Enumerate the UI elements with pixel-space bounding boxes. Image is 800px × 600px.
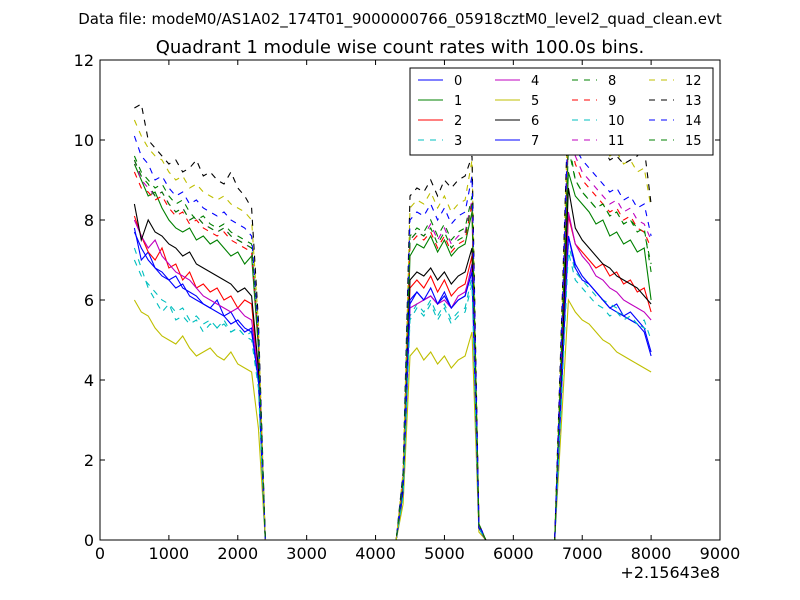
x-tick-label-6000: 6000 — [493, 544, 534, 563]
series-line-10 — [133, 251, 652, 541]
legend-label-5: 5 — [531, 94, 539, 109]
series-line-5 — [133, 298, 652, 541]
x-tick-label-9000: 9000 — [700, 544, 741, 563]
y-tick-label-0: 0 — [84, 531, 94, 550]
x-tick-label-7000: 7000 — [562, 544, 603, 563]
series-line-11 — [133, 119, 652, 541]
y-tick-label-10: 10 — [74, 131, 94, 150]
x-tick-label-2000: 2000 — [217, 544, 258, 563]
series-line-8 — [133, 139, 652, 541]
y-tick-label-2: 2 — [84, 451, 94, 470]
legend-label-2: 2 — [454, 114, 462, 129]
x-tick-label-0: 0 — [95, 544, 105, 563]
y-tick-label-4: 4 — [84, 371, 94, 390]
legend-label-7: 7 — [531, 134, 539, 149]
legend-label-6: 6 — [531, 114, 539, 129]
legend-label-12: 12 — [685, 74, 702, 89]
series-line-12 — [133, 99, 652, 541]
ticks-layer: 0 1000 2000 3000 4000 5000 6000 7000 8000 9000 0 2 4… — [74, 51, 741, 563]
legend-label-1: 1 — [454, 94, 462, 109]
series-layer — [133, 95, 652, 541]
legend-label-11: 11 — [608, 134, 625, 149]
legend-label-9: 9 — [608, 94, 616, 109]
series-line-13 — [134, 95, 652, 541]
series-line-15 — [133, 147, 652, 541]
legend-label-8: 8 — [608, 74, 616, 89]
x-tick-label-4000: 4000 — [355, 544, 396, 563]
legend-label-4: 4 — [531, 74, 539, 89]
legend-label-13: 13 — [685, 94, 702, 109]
series-line-0 — [133, 227, 652, 541]
x-tick-label-1000: 1000 — [149, 544, 190, 563]
chart-suptitle: Data file: modeM0/AS1A02_174T01_90000007… — [78, 10, 722, 28]
legend-label-10: 10 — [608, 114, 625, 129]
series-line-7 — [133, 231, 652, 541]
y-tick-label-8: 8 — [84, 211, 94, 230]
y-tick-label-12: 12 — [74, 51, 94, 70]
x-tick-label-5000: 5000 — [424, 544, 465, 563]
y-tick-label-6: 6 — [84, 291, 94, 310]
x-tick-label-8000: 8000 — [631, 544, 672, 563]
series-line-9 — [133, 131, 652, 541]
legend-label-14: 14 — [685, 114, 702, 129]
chart-title: Quadrant 1 module wise count rates with … — [155, 37, 645, 58]
series-line-6 — [133, 187, 652, 541]
legend-label-15: 15 — [685, 134, 702, 149]
x-tick-label-3000: 3000 — [286, 544, 327, 563]
series-line-14 — [133, 111, 652, 541]
series-line-3 — [133, 243, 652, 541]
legend-label-3: 3 — [454, 134, 462, 149]
legend-label-0: 0 — [454, 74, 462, 89]
x-offset-label: +2.15643e8 — [620, 563, 720, 582]
